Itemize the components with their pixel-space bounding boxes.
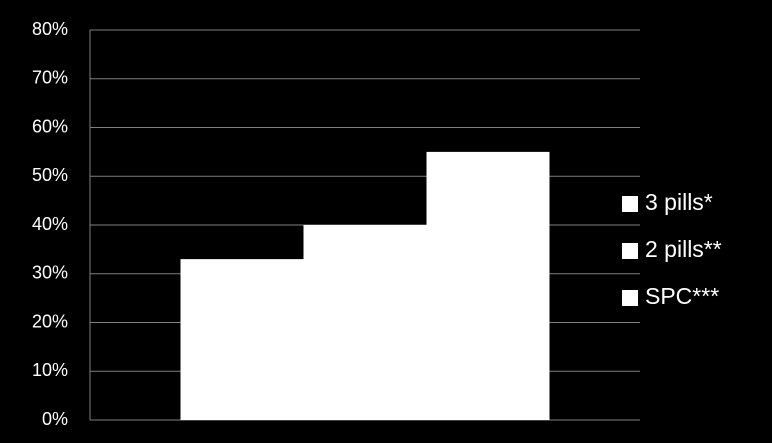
- y-tick-label: 10%: [32, 360, 68, 380]
- legend-swatch: [622, 290, 638, 306]
- legend-swatch: [622, 196, 638, 212]
- y-tick-label: 20%: [32, 311, 68, 331]
- bar: [426, 151, 550, 420]
- bar: [180, 259, 304, 420]
- legend-label: 3 pills*: [645, 189, 713, 215]
- legend-label: 2 pills**: [645, 236, 722, 262]
- legend-label: SPC***: [645, 283, 719, 309]
- y-tick-label: 50%: [32, 165, 68, 185]
- y-tick-label: 80%: [32, 19, 68, 39]
- y-tick-label: 0%: [42, 409, 68, 429]
- y-tick-label: 40%: [32, 214, 68, 234]
- bar: [303, 225, 427, 420]
- y-tick-label: 70%: [32, 68, 68, 88]
- y-tick-label: 60%: [32, 116, 68, 136]
- y-tick-label: 30%: [32, 263, 68, 283]
- legend-swatch: [622, 243, 638, 259]
